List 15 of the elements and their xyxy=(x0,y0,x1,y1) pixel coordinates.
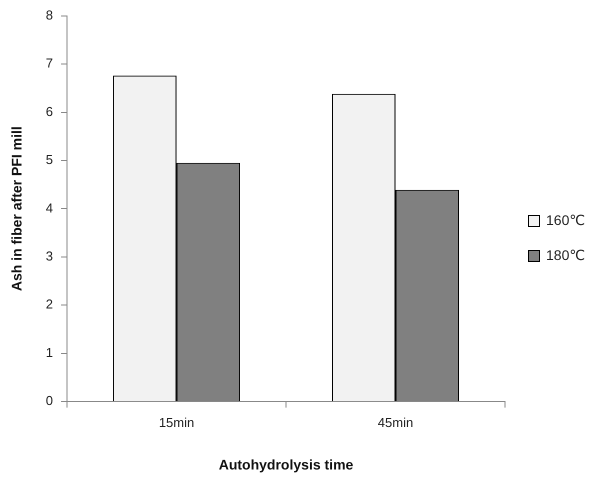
y-tick-label: 4 xyxy=(46,200,54,216)
text: 160℃ xyxy=(546,212,586,229)
x-axis-title: Autohydrolysis time xyxy=(218,456,354,472)
y-tick-label: 7 xyxy=(46,56,54,71)
y-tick-label: 2 xyxy=(46,296,54,312)
y-axis-title: Ash in fiber after PFI mill xyxy=(8,126,24,292)
legend-label: 180℃ xyxy=(546,247,586,264)
y-tick-label: 8 xyxy=(46,7,54,22)
x-tick-label: 15min xyxy=(158,414,194,430)
y-tick-label: 6 xyxy=(46,104,54,119)
y-tick-label: 3 xyxy=(46,248,54,264)
y-tick-label: 0 xyxy=(46,393,54,408)
y-tick-label: 1 xyxy=(46,344,54,360)
x-tick-label: 45min xyxy=(378,414,414,430)
y-tick-label: 5 xyxy=(46,152,54,168)
